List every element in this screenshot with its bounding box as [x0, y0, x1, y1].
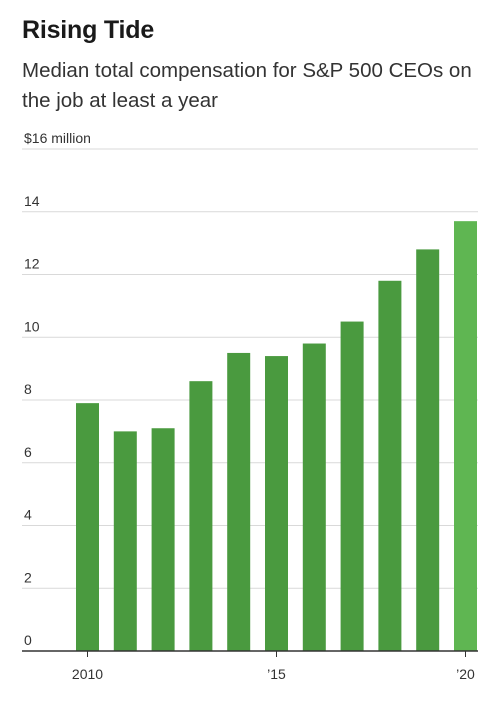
y-tick-label: 12 — [24, 256, 40, 272]
bar-2020 — [454, 221, 477, 651]
chart-title: Rising Tide — [22, 16, 155, 44]
y-tick-label: 8 — [24, 381, 32, 397]
bar-2010 — [76, 403, 99, 651]
bar-2019 — [416, 249, 440, 651]
x-tick-label: ’15 — [267, 666, 286, 682]
bars — [76, 221, 477, 651]
bar-2016 — [302, 343, 326, 651]
bar-2017 — [340, 321, 364, 651]
y-tick-label: 14 — [24, 193, 40, 209]
axes — [22, 650, 478, 657]
y-tick-label: 6 — [24, 444, 32, 460]
y-tick-label: $16 million — [24, 130, 91, 146]
y-tick-label: 0 — [24, 632, 32, 648]
x-tick-label: ’20 — [456, 666, 475, 682]
bar-2014 — [227, 352, 251, 651]
y-tick-label: 10 — [24, 318, 40, 334]
y-tick-label: 4 — [24, 507, 32, 523]
bar-2015 — [265, 356, 288, 651]
bar-2018 — [378, 280, 402, 651]
chart-subtitle: Median total compensation for S&P 500 CE… — [22, 59, 472, 112]
bar-2013 — [189, 381, 213, 651]
labels: 0 2 4 6 8 10 12 14 $16 million 2010 ’15 ’20 — [24, 130, 475, 682]
bar-2011 — [113, 431, 137, 651]
x-tick-label: 2010 — [72, 666, 103, 682]
y-tick-label: 2 — [24, 569, 32, 585]
bar-2012 — [151, 428, 175, 651]
